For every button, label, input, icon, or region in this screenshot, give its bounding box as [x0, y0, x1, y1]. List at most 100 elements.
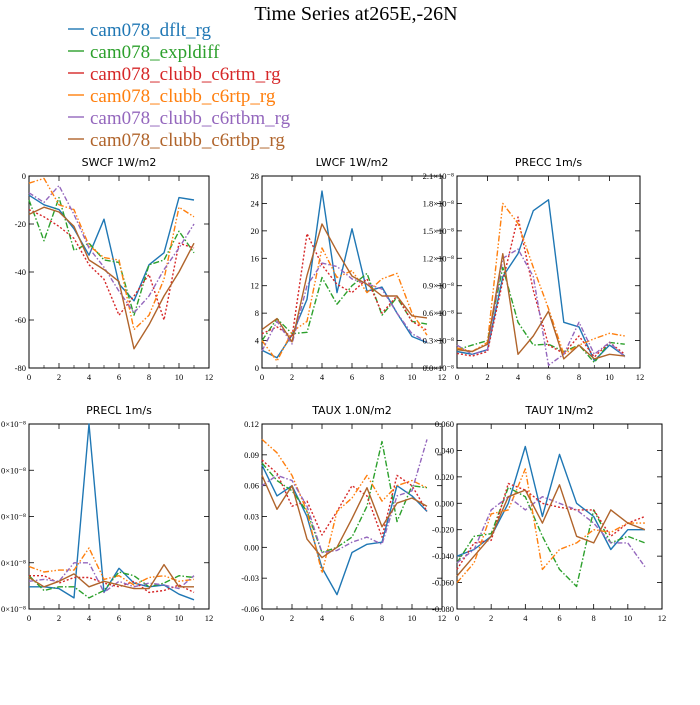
x-tick-label: 8 — [380, 372, 384, 382]
x-tick-label: 8 — [147, 613, 151, 623]
y-tick-label: 0.06 — [244, 481, 259, 491]
x-tick-label: 8 — [592, 613, 596, 623]
legend-entry: cam078_clubb_c6rtp_rg — [90, 86, 276, 107]
y-tick-label: -60 — [15, 315, 26, 325]
y-tick-label: 0×10⁻⁸ — [1, 465, 26, 475]
x-tick-label: 12 — [205, 613, 214, 623]
series-line — [456, 468, 645, 584]
series-line — [28, 208, 195, 321]
series-line — [261, 464, 428, 596]
series-line — [29, 575, 195, 594]
legend: cam078_dflt_rgcam078_expldiffcam078_club… — [68, 20, 291, 151]
x-tick-label: 6 — [557, 613, 561, 623]
legend-entry: cam078_dflt_rg — [90, 20, 212, 41]
y-tick-label: 1.8×10⁻⁸ — [423, 198, 454, 208]
plot-frame — [261, 423, 443, 610]
series-line — [261, 262, 428, 352]
y-tick-label: 0×10⁻⁸ — [1, 604, 26, 614]
y-tick-label: 1.5×10⁻⁸ — [423, 226, 454, 236]
x-tick-label: 8 — [577, 372, 581, 382]
x-tick-label: 6 — [350, 372, 354, 382]
x-tick-label: 2 — [57, 372, 61, 382]
y-tick-label: 0×10⁻⁸ — [1, 558, 26, 568]
y-tick-label: 0×10⁻⁸ — [1, 512, 26, 522]
y-tick-label: -40 — [15, 267, 26, 277]
x-tick-label: 12 — [205, 372, 214, 382]
panel-title: PRECL 1m/s — [86, 404, 152, 417]
y-tick-label: -0.040 — [432, 551, 454, 561]
series-line — [456, 266, 625, 364]
x-tick-label: 2 — [489, 613, 493, 623]
series-line — [28, 562, 195, 594]
figure-title: Time Series at265E,-26N — [254, 3, 457, 25]
y-tick-label: 0.03 — [244, 512, 259, 522]
y-tick-label: 0.3×10⁻⁸ — [423, 336, 454, 346]
x-tick-label: 10 — [408, 372, 417, 382]
y-tick-label: 0.040 — [435, 445, 454, 455]
y-tick-label: 16 — [251, 253, 260, 263]
x-tick-label: 6 — [350, 613, 354, 623]
y-tick-label: 0.6×10⁻⁸ — [423, 308, 454, 318]
y-tick-label: -0.03 — [241, 573, 259, 583]
chart-panel: PRECL 1m/s 0 2 4 6 8 10 12 0×10⁻⁸ 0×10⁻⁸ 0×10⁻⁸ 0×1… — [1, 404, 213, 623]
chart-panel: TAUX 1.0N/m2 0 2 4 6 8 10 12 -0.06 -0.03 0.00 0.03 0… — [241, 404, 446, 623]
x-tick-label: 6 — [117, 372, 121, 382]
x-tick-label: 4 — [516, 372, 521, 382]
x-tick-label: 6 — [546, 372, 550, 382]
chart-panel: PRECC 1m/s0 2 4 6 8 10 120.0×10⁻⁸0.3×10⁻⁸0.6×1… — [423, 156, 645, 382]
x-tick-label: 4 — [523, 613, 528, 623]
panel-title: SWCF 1W/m2 — [82, 156, 157, 169]
series-line — [28, 194, 195, 302]
x-tick-label: 2 — [290, 613, 294, 623]
series-line — [261, 223, 428, 343]
y-tick-label: 0.00 — [244, 542, 259, 552]
y-tick-label: -20 — [15, 219, 26, 229]
series-line — [456, 248, 626, 366]
series-line — [456, 496, 646, 568]
chart-panels: SWCF 1W/m2 0 2 4 6 8 10 12 -80 -60 -40 -20 0 LWCF 1W/… — [1, 156, 666, 623]
x-tick-label: 0 — [260, 372, 264, 382]
y-tick-label: 1.2×10⁻⁸ — [423, 253, 454, 263]
y-tick-label: 0.12 — [244, 419, 259, 429]
legend-entry: cam078_expldiff — [90, 42, 220, 63]
y-tick-label: 0.060 — [435, 419, 454, 429]
x-tick-label: 10 — [624, 613, 633, 623]
chart-panel: TAUY 1N/m20 2 4 6 8 10 12-0.080-0.060-0.040-0.… — [432, 404, 666, 623]
legend-entry: cam078_clubb_c6rtm_rg — [90, 64, 281, 85]
series-line — [28, 196, 195, 316]
x-tick-label: 0 — [27, 613, 31, 623]
y-tick-label: -80 — [15, 363, 26, 373]
series-line — [456, 484, 646, 577]
x-tick-label: 10 — [605, 372, 614, 382]
y-tick-label: -0.060 — [432, 578, 454, 588]
y-tick-label: 12 — [251, 281, 260, 291]
y-tick-label: 0.09 — [244, 450, 259, 460]
panel-title: LWCF 1W/m2 — [316, 156, 389, 169]
y-tick-label: -0.06 — [241, 604, 259, 614]
x-tick-label: 4 — [87, 372, 92, 382]
y-tick-label: 28 — [251, 171, 260, 181]
x-tick-label: 10 — [175, 613, 184, 623]
x-tick-label: 8 — [380, 613, 384, 623]
x-tick-label: 4 — [87, 613, 92, 623]
y-tick-label: 0.9×10⁻⁸ — [423, 281, 454, 291]
legend-entry: cam078_clubb_c6rtbm_rg — [90, 108, 291, 129]
series-line — [28, 206, 195, 350]
y-tick-label: 8 — [255, 308, 259, 318]
series-line — [261, 475, 428, 559]
chart-panel: SWCF 1W/m2 0 2 4 6 8 10 12 -80 -60 -40 -20 0 — [15, 156, 214, 382]
x-tick-label: 2 — [485, 372, 489, 382]
series-line — [28, 571, 195, 599]
series-line — [261, 272, 428, 341]
series-line — [456, 216, 626, 358]
legend-entry: cam078_clubb_c6rtbp_rg — [90, 130, 285, 151]
series-line — [261, 438, 428, 574]
y-tick-label: -0.080 — [432, 604, 454, 614]
y-tick-label: 4 — [255, 336, 260, 346]
x-tick-label: 0 — [455, 613, 459, 623]
panel-title: TAUY 1N/m2 — [524, 404, 593, 417]
x-tick-label: 4 — [320, 613, 325, 623]
x-tick-label: 10 — [408, 613, 417, 623]
series-line — [261, 247, 428, 362]
